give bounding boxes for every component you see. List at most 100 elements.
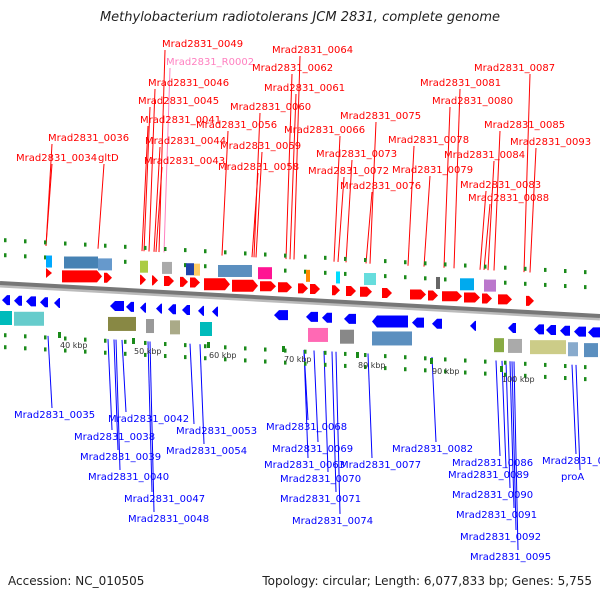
cog-box	[306, 269, 310, 282]
top-connector	[155, 166, 163, 252]
track-dot	[484, 371, 487, 376]
gene-label-top: Mrad2831_0078	[388, 135, 469, 146]
reverse-gene	[40, 297, 48, 308]
gene-label-bottom: Mrad2831_0099	[542, 456, 600, 467]
cog-box	[194, 263, 200, 276]
forward-gene	[164, 276, 174, 287]
reverse-gene	[372, 315, 408, 328]
bottom-connector	[115, 339, 121, 471]
genome-summary-text: Topology: circular; Length: 6,077,833 bp…	[262, 574, 592, 588]
bottom-connector	[47, 335, 53, 409]
bottom-connector	[431, 356, 437, 443]
top-connector	[158, 49, 166, 253]
track-dot	[324, 270, 327, 275]
track-dot	[444, 277, 447, 282]
reverse-gene	[534, 324, 544, 335]
forward-gene	[180, 276, 188, 287]
track-dot	[544, 374, 547, 379]
track-dot	[164, 354, 167, 359]
bottom-connector	[199, 344, 205, 445]
track-dot	[64, 241, 67, 246]
track-dot	[504, 372, 507, 377]
cog-box	[0, 311, 12, 325]
track-dot	[424, 368, 427, 373]
top-connector	[523, 73, 531, 273]
bottom-connector	[107, 339, 113, 431]
reverse-gene	[110, 301, 124, 312]
track-dot	[244, 346, 247, 351]
cog-boxes	[0, 255, 598, 358]
track-dot	[284, 360, 287, 365]
forward-gene	[152, 275, 158, 286]
track-dot	[344, 271, 347, 276]
track-dot	[444, 262, 447, 267]
track-dot	[424, 261, 427, 266]
gene-label-top: Mrad2831_0083	[460, 180, 541, 191]
track-dot	[84, 337, 87, 342]
gene-label-bottom: Mrad2831_0053	[176, 426, 257, 437]
track-dot	[64, 348, 67, 353]
bottom-connector	[313, 350, 319, 443]
top-connector	[443, 106, 451, 268]
cog-box	[336, 271, 340, 284]
cog-box	[186, 263, 194, 276]
scale-label: 50 kbp	[134, 347, 162, 356]
track-dot	[124, 351, 127, 356]
bottom-connector	[571, 364, 577, 455]
track-dot	[304, 269, 307, 274]
track-dot	[484, 359, 487, 364]
cog-box	[108, 316, 136, 331]
reverse-gene	[412, 317, 424, 328]
track-dot	[4, 333, 7, 338]
track-dot	[584, 270, 587, 275]
gene-label-top: Mrad2831_0080	[432, 96, 513, 107]
gene-label-top: Mrad2831_0076	[340, 181, 421, 192]
top-connector	[483, 203, 491, 270]
track-dot	[444, 369, 447, 374]
cog-box	[372, 331, 412, 346]
gene-label-top: Mrad2831_0084	[444, 150, 525, 161]
forward-gene	[360, 286, 372, 297]
cog-box	[258, 267, 272, 280]
bottom-connector	[501, 360, 507, 469]
track-dot	[284, 348, 287, 353]
scale-label: 80 kbp	[358, 361, 386, 370]
track-dot	[584, 285, 587, 290]
reverse-gene	[126, 301, 134, 312]
track-dot	[344, 351, 347, 356]
track-dot	[184, 263, 187, 268]
gene-label-top: Mrad2831_0058	[218, 162, 299, 173]
backbone-line	[0, 281, 600, 318]
gene-label-top: Mrad2831_0085	[484, 120, 565, 131]
track-dot	[144, 352, 147, 357]
top-connector	[365, 191, 373, 264]
cog-box	[200, 322, 212, 336]
forward-gene	[482, 293, 492, 304]
gene-label-bottom: Mrad2831_0054	[166, 446, 247, 457]
track-dot	[124, 339, 127, 344]
gene-label-top: Mrad2831_0036	[48, 133, 129, 144]
track-dot	[364, 353, 367, 358]
reverse-gene	[432, 318, 442, 329]
gene-label-bottom: Mrad2831_0086	[452, 458, 533, 469]
forward-gene	[382, 288, 392, 299]
track-dot	[304, 254, 307, 259]
track-dot	[204, 356, 207, 361]
track-dot	[4, 253, 7, 258]
top-connector	[479, 190, 487, 270]
cog-box	[530, 340, 566, 355]
gene-label-top: Mrad2831_0075	[340, 111, 421, 122]
track-dot	[184, 248, 187, 253]
track-dot	[184, 343, 187, 348]
gene-label-top: gltD	[98, 153, 119, 164]
scale-label: 60 kbp	[209, 351, 237, 360]
top-connector	[251, 172, 259, 258]
gene-label-top: Mrad2831_0034	[16, 153, 97, 164]
track-dot	[504, 280, 507, 285]
track-dot	[144, 340, 147, 345]
track-dot	[484, 264, 487, 269]
track-dot	[524, 373, 527, 378]
forward-gene	[346, 286, 356, 297]
track-dot	[404, 355, 407, 360]
